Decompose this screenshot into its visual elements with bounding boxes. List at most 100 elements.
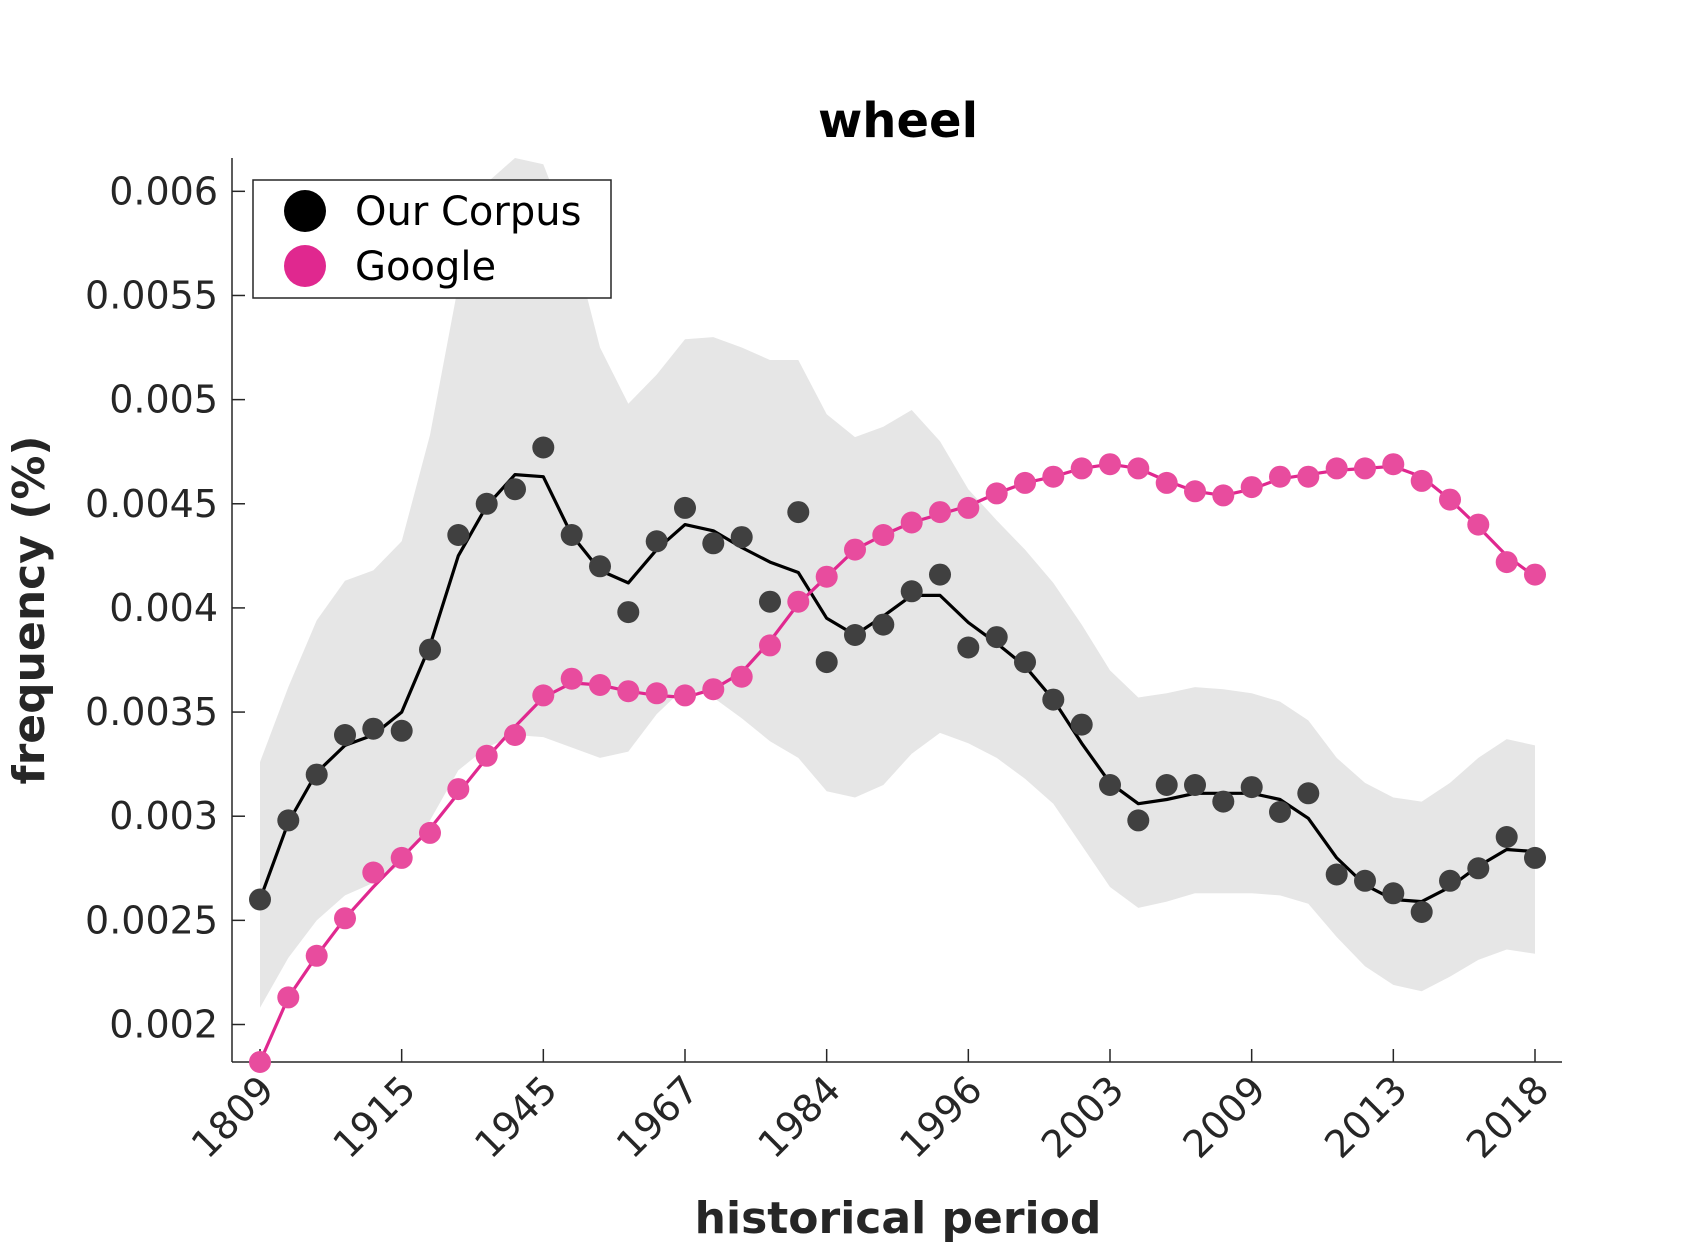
- point-our-corpus: [815, 651, 838, 674]
- point-our-corpus: [1070, 713, 1093, 736]
- point-google: [277, 986, 300, 1009]
- point-our-corpus: [390, 719, 413, 742]
- point-google: [617, 680, 640, 703]
- point-our-corpus: [674, 496, 696, 519]
- point-google: [447, 778, 470, 801]
- legend-marker-google: [284, 245, 326, 287]
- point-our-corpus: [985, 626, 1008, 649]
- point-google: [532, 684, 555, 707]
- x-tick-label: 1945: [466, 1067, 566, 1167]
- point-google: [249, 1051, 271, 1073]
- point-google: [645, 682, 668, 705]
- point-google: [390, 846, 413, 869]
- point-google: [1325, 457, 1348, 480]
- point-our-corpus: [362, 717, 385, 740]
- point-our-corpus: [1325, 863, 1348, 886]
- point-our-corpus: [759, 590, 781, 613]
- point-our-corpus: [504, 478, 526, 501]
- series-lines: [258, 462, 1536, 1063]
- point-google: [1354, 457, 1376, 480]
- point-our-corpus: [1014, 651, 1036, 674]
- x-tick-label: 1996: [891, 1067, 991, 1167]
- point-google: [504, 724, 526, 746]
- point-our-corpus: [1184, 774, 1206, 796]
- point-google: [589, 674, 611, 696]
- point-our-corpus: [929, 563, 951, 586]
- point-our-corpus: [617, 601, 640, 624]
- point-google: [957, 496, 980, 519]
- y-tick-label: 0.003: [109, 794, 218, 838]
- point-our-corpus: [900, 580, 923, 603]
- point-our-corpus: [730, 526, 753, 549]
- point-our-corpus: [419, 638, 441, 661]
- point-google: [560, 667, 583, 690]
- point-our-corpus: [475, 492, 498, 515]
- point-our-corpus: [1212, 790, 1235, 813]
- point-google: [419, 821, 441, 844]
- point-google: [1439, 488, 1461, 511]
- point-our-corpus: [277, 809, 300, 832]
- point-google: [1410, 469, 1433, 492]
- x-tick-label: 2009: [1175, 1067, 1275, 1167]
- point-google: [362, 861, 385, 884]
- point-google: [475, 744, 498, 767]
- point-our-corpus: [334, 724, 356, 746]
- legend-marker-our-corpus: [284, 190, 326, 232]
- line-our-corpus: [258, 473, 1536, 904]
- point-google: [1127, 457, 1150, 480]
- point-google: [1269, 465, 1291, 488]
- y-tick-label: 0.0025: [85, 898, 218, 942]
- y-tick-label: 0.0055: [85, 273, 218, 317]
- y-tick-label: 0.006: [109, 169, 218, 213]
- x-tick-label: 2003: [1033, 1067, 1133, 1167]
- x-tick-label: 1984: [750, 1067, 850, 1167]
- point-google: [1495, 551, 1518, 574]
- y-tick-label: 0.0045: [85, 482, 218, 526]
- point-our-corpus: [844, 624, 866, 646]
- line-google: [258, 462, 1536, 1063]
- point-google: [1467, 513, 1490, 536]
- point-google: [759, 634, 781, 657]
- series-points: [249, 436, 1546, 1073]
- point-our-corpus: [447, 524, 470, 546]
- y-tick-label: 0.004: [109, 586, 218, 630]
- y-axis-label: frequency (%): [4, 435, 55, 784]
- point-google: [844, 538, 866, 561]
- point-google: [1524, 563, 1546, 586]
- point-google: [1042, 465, 1065, 488]
- point-our-corpus: [532, 436, 555, 459]
- point-google: [1297, 465, 1320, 488]
- point-google: [674, 684, 696, 707]
- point-google: [702, 678, 725, 701]
- point-google: [929, 501, 951, 524]
- point-google: [730, 665, 753, 688]
- y-tick-label: 0.005: [109, 378, 218, 422]
- x-tick-label: 1915: [325, 1067, 425, 1167]
- point-our-corpus: [1495, 826, 1518, 848]
- point-google: [815, 565, 838, 588]
- point-google: [1014, 471, 1036, 494]
- point-our-corpus: [1524, 846, 1546, 869]
- x-tick-label: 2018: [1458, 1067, 1558, 1167]
- point-our-corpus: [249, 888, 271, 911]
- point-google: [872, 524, 895, 546]
- point-our-corpus: [1240, 776, 1263, 799]
- point-google: [787, 590, 810, 613]
- y-tick-label: 0.0035: [85, 690, 218, 734]
- point-google: [1184, 480, 1206, 503]
- point-our-corpus: [1269, 801, 1291, 823]
- point-google: [334, 907, 356, 930]
- point-our-corpus: [1439, 869, 1461, 892]
- point-our-corpus: [1155, 774, 1178, 796]
- point-our-corpus: [702, 532, 725, 555]
- legend: Our Corpus Google: [252, 179, 612, 299]
- point-google: [985, 482, 1008, 505]
- point-our-corpus: [1382, 882, 1405, 905]
- point-our-corpus: [787, 501, 810, 524]
- point-our-corpus: [589, 555, 611, 578]
- point-our-corpus: [560, 524, 583, 546]
- point-our-corpus: [645, 530, 668, 553]
- point-google: [900, 511, 923, 534]
- point-our-corpus: [1297, 782, 1320, 805]
